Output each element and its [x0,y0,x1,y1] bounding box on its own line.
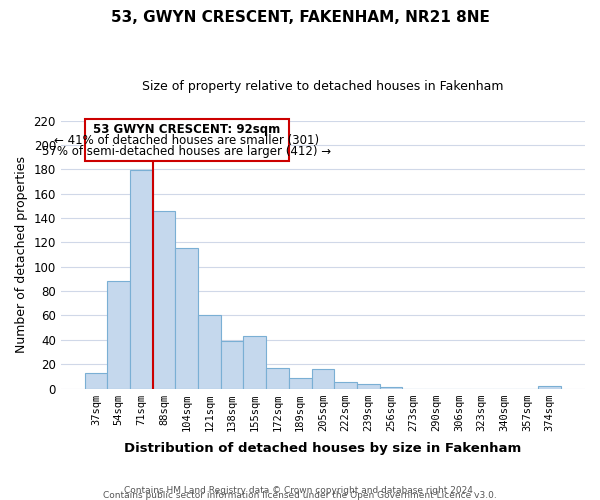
Bar [198,316,221,388]
Bar [244,336,266,388]
Bar [311,369,334,388]
Bar [107,282,130,389]
Bar [130,170,152,388]
Bar [289,378,311,388]
Bar [85,372,107,388]
Bar [357,384,380,388]
Text: 57% of semi-detached houses are larger (412) →: 57% of semi-detached houses are larger (… [42,144,331,158]
Y-axis label: Number of detached properties: Number of detached properties [15,156,28,353]
Bar [538,386,561,388]
Bar [85,120,289,161]
Text: 53, GWYN CRESCENT, FAKENHAM, NR21 8NE: 53, GWYN CRESCENT, FAKENHAM, NR21 8NE [110,10,490,25]
X-axis label: Distribution of detached houses by size in Fakenham: Distribution of detached houses by size … [124,442,521,455]
Bar [175,248,198,388]
Bar [266,368,289,388]
Text: Contains public sector information licensed under the Open Government Licence v3: Contains public sector information licen… [103,491,497,500]
Text: Contains HM Land Registry data © Crown copyright and database right 2024.: Contains HM Land Registry data © Crown c… [124,486,476,495]
Bar [221,341,244,388]
Text: 53 GWYN CRESCENT: 92sqm: 53 GWYN CRESCENT: 92sqm [93,122,280,136]
Bar [152,210,175,388]
Title: Size of property relative to detached houses in Fakenham: Size of property relative to detached ho… [142,80,503,93]
Text: ← 41% of detached houses are smaller (301): ← 41% of detached houses are smaller (30… [54,134,319,146]
Bar [334,382,357,388]
